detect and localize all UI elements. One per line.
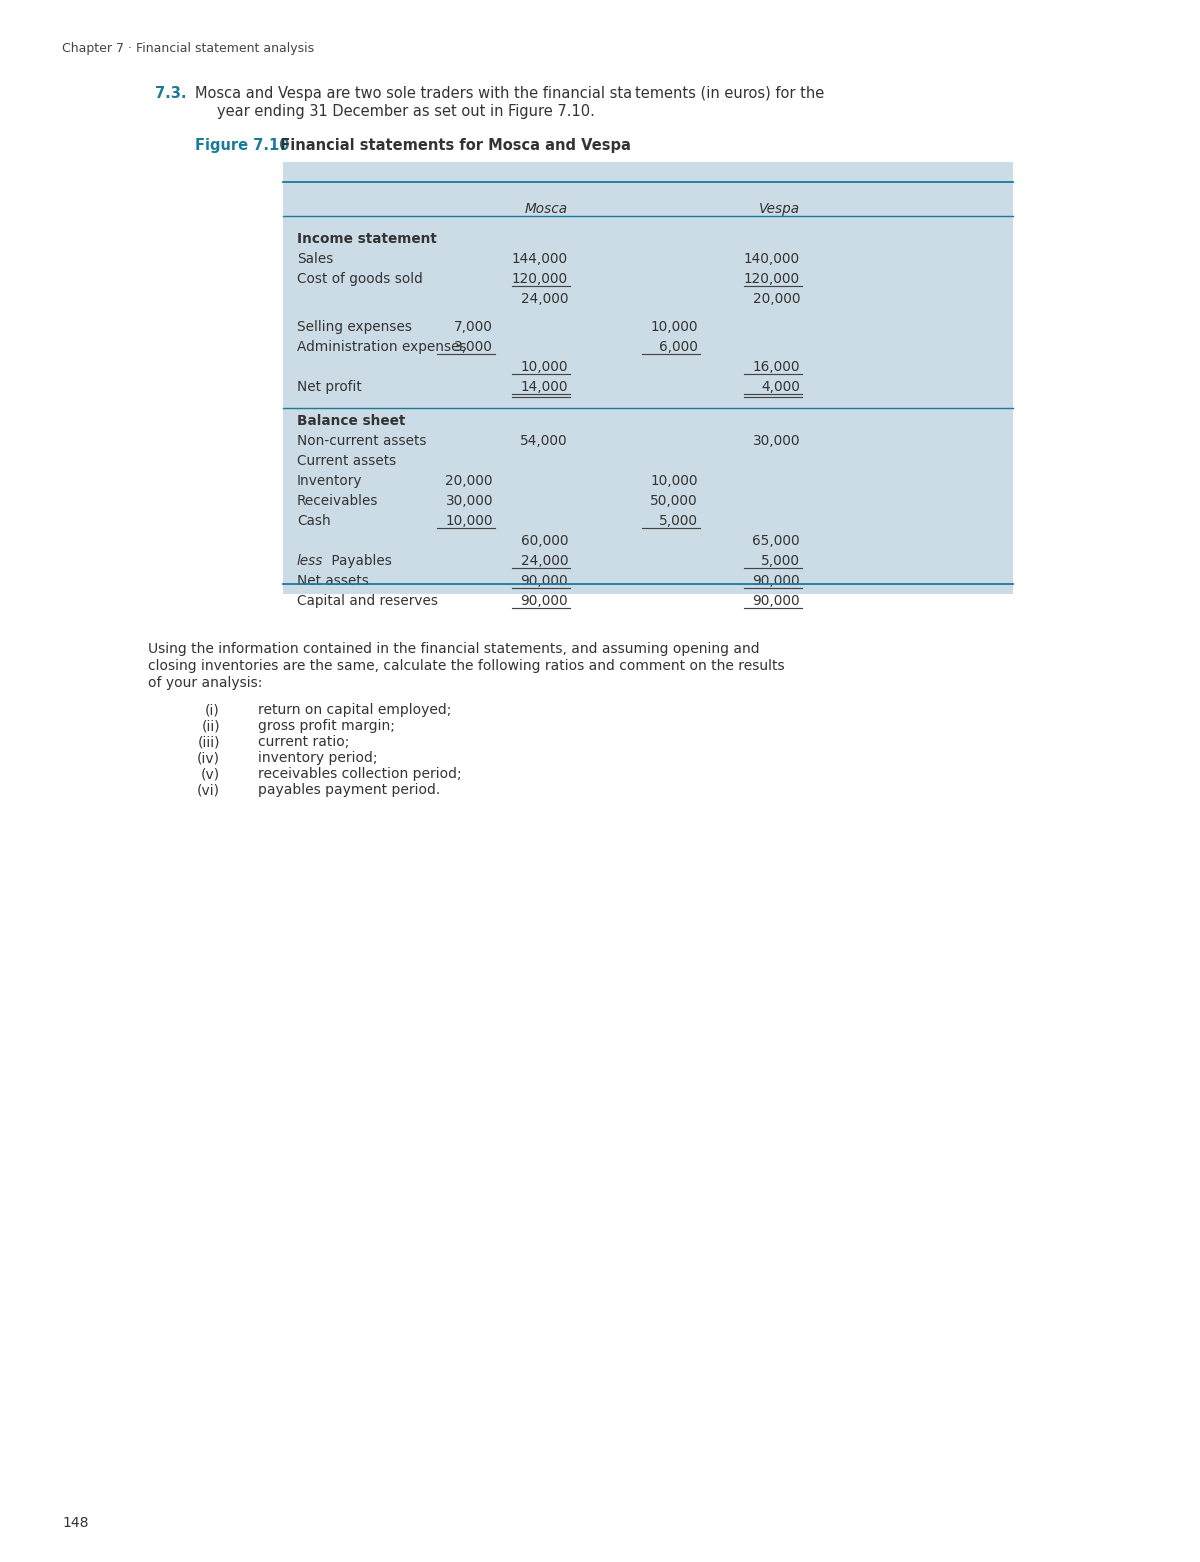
Text: 24,000: 24,000 (521, 555, 568, 569)
Text: 10,000: 10,000 (650, 473, 698, 487)
Text: 140,000: 140,000 (744, 251, 800, 266)
Text: 60,000: 60,000 (521, 534, 568, 548)
Text: payables payment period.: payables payment period. (258, 783, 440, 797)
Text: 54,000: 54,000 (521, 434, 568, 448)
Text: Mosca: Mosca (524, 201, 568, 216)
Text: 144,000: 144,000 (512, 251, 568, 266)
Text: 7.3.: 7.3. (155, 86, 186, 102)
Text: Payables: Payables (326, 555, 392, 569)
Text: 90,000: 90,000 (752, 594, 800, 608)
Text: Selling expenses: Selling expenses (298, 320, 412, 334)
Text: Inventory: Inventory (298, 473, 362, 487)
Text: (v): (v) (200, 767, 220, 781)
Text: Balance sheet: Balance sheet (298, 414, 406, 428)
Text: 90,000: 90,000 (521, 594, 568, 608)
Text: 30,000: 30,000 (445, 494, 493, 508)
Text: 90,000: 90,000 (521, 573, 568, 587)
Text: 10,000: 10,000 (650, 320, 698, 334)
Text: 3,000: 3,000 (454, 341, 493, 355)
Text: 10,000: 10,000 (521, 359, 568, 373)
Text: (iii): (iii) (198, 736, 220, 750)
Text: 24,000: 24,000 (521, 292, 568, 306)
Text: 90,000: 90,000 (752, 573, 800, 587)
Text: return on capital employed;: return on capital employed; (258, 703, 451, 717)
Text: gross profit margin;: gross profit margin; (258, 719, 395, 733)
Text: Chapter 7 · Financial statement analysis: Chapter 7 · Financial statement analysis (62, 42, 314, 55)
Text: Current assets: Current assets (298, 455, 396, 469)
Text: (vi): (vi) (197, 783, 220, 797)
Text: receivables collection period;: receivables collection period; (258, 767, 462, 781)
Text: Sales: Sales (298, 251, 334, 266)
Text: inventory period;: inventory period; (258, 751, 378, 765)
Text: Financial statements for Mosca and Vespa: Financial statements for Mosca and Vespa (270, 137, 631, 153)
Text: 5,000: 5,000 (659, 514, 698, 528)
Text: of your analysis:: of your analysis: (148, 676, 263, 690)
Text: 6,000: 6,000 (659, 341, 698, 355)
Text: closing inventories are the same, calculate the following ratios and comment on : closing inventories are the same, calcul… (148, 659, 785, 673)
Text: 65,000: 65,000 (752, 534, 800, 548)
Text: 148: 148 (62, 1517, 89, 1531)
Text: (i): (i) (205, 703, 220, 717)
Text: Vespa: Vespa (758, 201, 800, 216)
Text: 20,000: 20,000 (445, 473, 493, 487)
FancyBboxPatch shape (283, 162, 1013, 594)
Text: Administration expenses: Administration expenses (298, 341, 467, 355)
Text: Non-current assets: Non-current assets (298, 434, 426, 448)
Text: 7,000: 7,000 (454, 320, 493, 334)
Text: 30,000: 30,000 (752, 434, 800, 448)
Text: 14,000: 14,000 (521, 380, 568, 394)
Text: 4,000: 4,000 (761, 380, 800, 394)
Text: Receivables: Receivables (298, 494, 378, 508)
Text: 120,000: 120,000 (744, 272, 800, 286)
Text: 50,000: 50,000 (650, 494, 698, 508)
Text: less: less (298, 555, 323, 569)
Text: Capital and reserves: Capital and reserves (298, 594, 438, 608)
Text: Net assets: Net assets (298, 573, 368, 587)
Text: 5,000: 5,000 (761, 555, 800, 569)
Text: Cost of goods sold: Cost of goods sold (298, 272, 422, 286)
Text: Mosca and Vespa are two sole traders with the financial sta tements (in euros) f: Mosca and Vespa are two sole traders wit… (194, 86, 824, 102)
Text: Figure 7.10: Figure 7.10 (194, 137, 289, 153)
Text: 120,000: 120,000 (512, 272, 568, 286)
Text: Cash: Cash (298, 514, 331, 528)
Text: year ending 31 December as set out in Figure 7.10.: year ending 31 December as set out in Fi… (217, 105, 595, 119)
Text: Income statement: Income statement (298, 233, 437, 245)
Text: 16,000: 16,000 (752, 359, 800, 373)
Text: Net profit: Net profit (298, 380, 361, 394)
Text: 10,000: 10,000 (445, 514, 493, 528)
Text: (ii): (ii) (202, 719, 220, 733)
Text: current ratio;: current ratio; (258, 736, 349, 750)
Text: Using the information contained in the financial statements, and assuming openin: Using the information contained in the f… (148, 642, 760, 656)
Text: (iv): (iv) (197, 751, 220, 765)
Text: 20,000: 20,000 (752, 292, 800, 306)
